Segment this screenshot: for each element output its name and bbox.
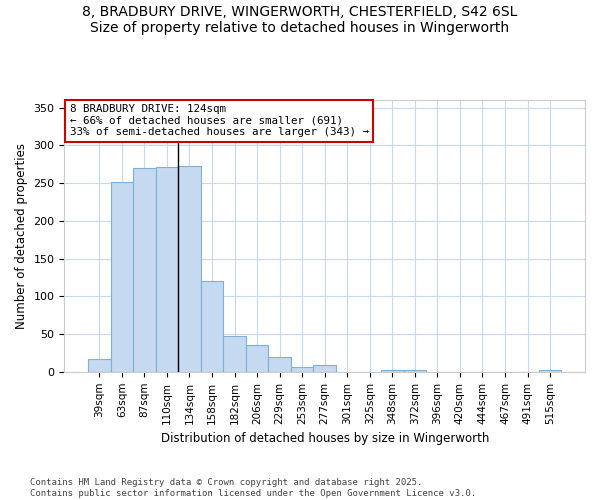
Bar (291, 368, 313, 372)
Bar (201, 282, 223, 372)
Bar (268, 356, 291, 372)
Bar (223, 336, 246, 372)
Text: Contains HM Land Registry data © Crown copyright and database right 2025.
Contai: Contains HM Land Registry data © Crown c… (30, 478, 476, 498)
Bar (155, 166, 178, 372)
Bar (133, 168, 155, 372)
Bar (404, 370, 426, 372)
Bar (178, 166, 201, 372)
Bar (381, 370, 404, 372)
Text: 8 BRADBURY DRIVE: 124sqm
← 66% of detached houses are smaller (691)
33% of semi-: 8 BRADBURY DRIVE: 124sqm ← 66% of detach… (70, 104, 368, 138)
Bar (88, 359, 110, 372)
Text: 8, BRADBURY DRIVE, WINGERWORTH, CHESTERFIELD, S42 6SL
Size of property relative : 8, BRADBURY DRIVE, WINGERWORTH, CHESTERF… (82, 5, 518, 35)
Bar (313, 365, 336, 372)
X-axis label: Distribution of detached houses by size in Wingerworth: Distribution of detached houses by size … (161, 432, 489, 445)
Bar (246, 346, 268, 372)
Bar (110, 182, 133, 372)
Bar (539, 370, 562, 372)
Y-axis label: Number of detached properties: Number of detached properties (15, 143, 28, 329)
